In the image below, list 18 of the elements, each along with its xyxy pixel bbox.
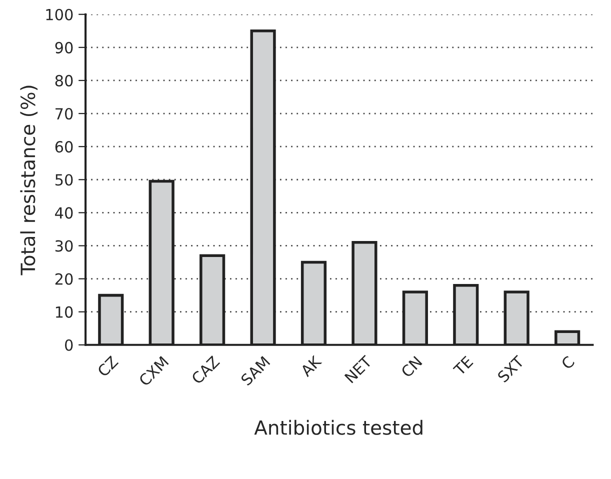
y-tick-label: 10 bbox=[56, 306, 73, 318]
y-tick-label: 60 bbox=[55, 141, 73, 153]
y-tick-label: 50 bbox=[55, 174, 73, 186]
x-tick-label: CN bbox=[400, 356, 422, 378]
y-tick-label: 40 bbox=[55, 207, 73, 219]
y-tick-label: 30 bbox=[55, 240, 73, 252]
y-axis-title: Total resistance (%) bbox=[20, 86, 38, 276]
x-axis-title: Antibiotics tested bbox=[254, 420, 422, 435]
y-tick-label: 0 bbox=[65, 339, 73, 351]
y-tick-label: 80 bbox=[55, 74, 73, 86]
x-tick-label: TE bbox=[452, 356, 474, 376]
y-tick-label: 70 bbox=[56, 108, 73, 120]
x-tick-label: CZ bbox=[96, 355, 119, 378]
x-tick-label: AK bbox=[300, 354, 322, 378]
y-tick-label: 90 bbox=[55, 42, 73, 54]
y-tick-label: 20 bbox=[55, 273, 73, 285]
y-tick-label: 100 bbox=[46, 8, 73, 20]
x-tick-label: C bbox=[560, 355, 576, 370]
